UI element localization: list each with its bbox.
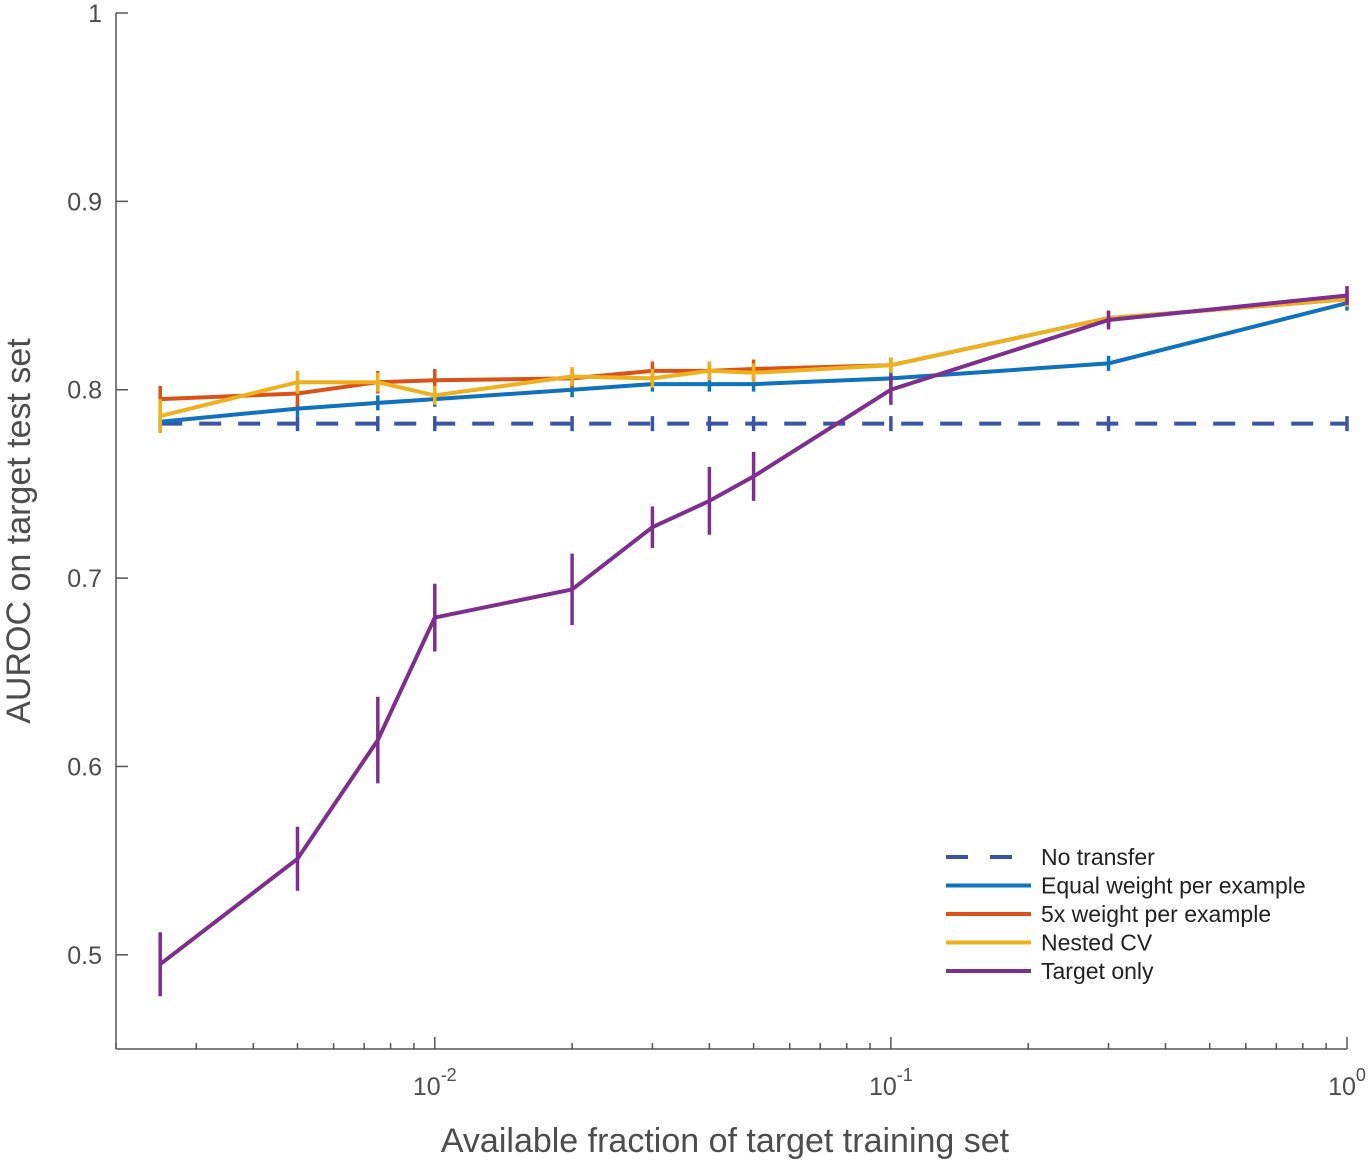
legend-label: Target only (1041, 958, 1154, 984)
y-tick-label: 0.6 (67, 753, 102, 781)
x-tick-exponent: -2 (441, 1065, 457, 1085)
series-target-only (158, 286, 1349, 997)
x-tick-label: 100 (1328, 1065, 1366, 1101)
y-tick-label: 0.8 (67, 377, 102, 405)
series-nested-cv (158, 291, 1349, 434)
y-tick-label: 0.7 (67, 565, 102, 593)
x-tick-base: 10 (869, 1073, 897, 1101)
x-ticks: 10-2 10-1 100 (115, 1037, 1366, 1101)
legend-label: 5x weight per example (1041, 901, 1271, 927)
series-line (159, 297, 1348, 419)
y-tick-label: 0.5 (67, 942, 102, 970)
y-tick-label: 1 (88, 0, 102, 28)
y-axis-title: AUROC on target test set (0, 338, 38, 724)
series-no-transfer (158, 416, 1349, 432)
x-tick-base: 10 (413, 1073, 441, 1101)
legend-label: Nested CV (1041, 930, 1153, 956)
legend-label: No transfer (1041, 844, 1155, 870)
x-axis-title: Available fraction of target training se… (441, 1122, 1010, 1160)
legend-label: Equal weight per example (1041, 873, 1306, 899)
x-tick-exponent: 0 (1356, 1065, 1366, 1085)
x-tick-exponent: -1 (897, 1065, 913, 1085)
y-tick-label: 0.9 (67, 188, 102, 216)
y-ticks: 0.5 0.6 0.7 0.8 0.9 1 (67, 0, 128, 970)
series-5x-weight-per-example (158, 291, 1349, 413)
x-tick-base: 10 (1328, 1073, 1356, 1101)
x-tick-label: 10-2 (413, 1065, 457, 1101)
series-layer (158, 286, 1349, 997)
x-tick-label: 10-1 (869, 1065, 913, 1101)
axes (115, 13, 1347, 1050)
series-line (158, 293, 1348, 966)
